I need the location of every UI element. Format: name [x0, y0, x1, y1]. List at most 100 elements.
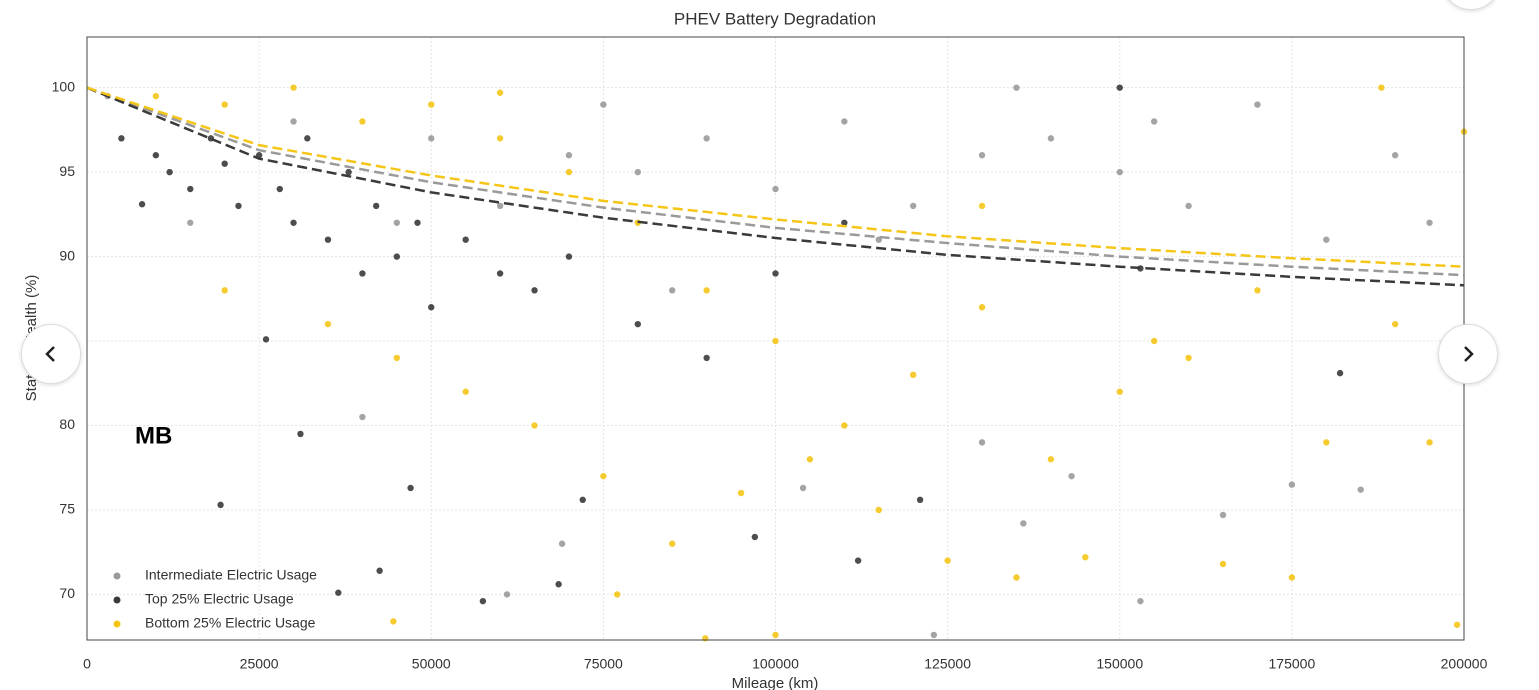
- trend-line: [86, 86, 1465, 268]
- point: [290, 219, 297, 226]
- point: [276, 185, 283, 193]
- point: [565, 253, 573, 260]
- trend-line: [86, 86, 1465, 277]
- point: [1047, 135, 1055, 142]
- x-axis-label: Mileage (km): [732, 675, 819, 690]
- y-tick-label: 100: [52, 78, 76, 94]
- point: [1288, 481, 1296, 488]
- point: [359, 118, 366, 125]
- point: [496, 270, 504, 277]
- x-tick-label: 100000: [752, 656, 799, 672]
- point: [634, 320, 641, 328]
- point: [737, 489, 745, 497]
- point: [393, 354, 401, 362]
- point: [841, 118, 848, 125]
- point: [669, 287, 676, 294]
- point: [359, 270, 366, 277]
- point: [297, 430, 304, 438]
- chevron-left: [45, 346, 55, 362]
- watermark: MB: [135, 422, 172, 449]
- point: [600, 472, 607, 480]
- point: [187, 185, 194, 193]
- point: [221, 287, 228, 294]
- point: [1288, 574, 1296, 581]
- point: [978, 152, 986, 159]
- point: [799, 484, 807, 492]
- point: [1219, 511, 1227, 519]
- x-tick-label: 125000: [924, 656, 971, 672]
- point: [910, 371, 917, 379]
- point: [1150, 337, 1158, 345]
- point: [978, 202, 986, 210]
- point: [916, 496, 924, 504]
- point: [414, 219, 421, 226]
- point: [290, 84, 297, 91]
- next-button[interactable]: [1438, 324, 1498, 384]
- point: [462, 388, 469, 395]
- point: [978, 304, 986, 311]
- point: [531, 422, 538, 429]
- x-tick-label: 50000: [412, 656, 451, 672]
- point: [703, 354, 710, 362]
- point: [703, 287, 710, 294]
- point: [324, 320, 332, 328]
- prev-button[interactable]: [21, 324, 81, 384]
- point: [372, 202, 380, 210]
- x-tick-label: 25000: [240, 656, 279, 672]
- y-tick-label: 80: [59, 416, 75, 432]
- x-tick-label: 175000: [1269, 656, 1316, 672]
- point: [944, 557, 951, 564]
- trend-line: [86, 86, 1465, 287]
- point: [304, 135, 311, 142]
- point: [1426, 439, 1433, 446]
- point: [1068, 472, 1075, 480]
- point: [217, 501, 224, 509]
- point: [345, 168, 352, 176]
- point: [324, 236, 332, 243]
- point: [1013, 574, 1020, 581]
- point: [854, 557, 862, 564]
- point: [1453, 621, 1461, 628]
- point: [600, 101, 607, 108]
- point: [669, 540, 676, 547]
- point: [978, 439, 986, 446]
- point: [1323, 236, 1330, 243]
- point: [221, 160, 228, 167]
- point: [235, 202, 242, 210]
- legend-label: Intermediate Electric Usage: [145, 567, 317, 583]
- point: [555, 581, 562, 588]
- point: [1047, 456, 1055, 463]
- point: [806, 456, 814, 463]
- point: [428, 101, 435, 108]
- point: [359, 413, 366, 421]
- point: [910, 202, 917, 210]
- point: [1020, 520, 1027, 527]
- point: [1391, 320, 1399, 328]
- point: [166, 168, 173, 176]
- point: [290, 118, 297, 125]
- point: [152, 152, 160, 159]
- x-tick-label: 200000: [1441, 656, 1488, 672]
- point: [187, 219, 194, 226]
- point: [479, 597, 487, 605]
- point: [1254, 287, 1261, 294]
- point: [1391, 152, 1399, 159]
- point: [1378, 84, 1385, 91]
- point: [613, 591, 621, 598]
- x-tick-label: 0: [83, 656, 91, 672]
- point: [772, 631, 779, 639]
- point: [1336, 369, 1344, 377]
- legend-label: Top 25% Electric Usage: [145, 591, 294, 607]
- point: [1185, 202, 1192, 210]
- point: [393, 219, 401, 226]
- point: [1357, 486, 1364, 493]
- point: [496, 202, 504, 210]
- point: [1150, 118, 1158, 125]
- point: [407, 484, 414, 492]
- point: [1082, 554, 1089, 561]
- point: [930, 631, 938, 639]
- point: [1323, 439, 1330, 446]
- point: [531, 287, 538, 294]
- point: [558, 540, 566, 547]
- point: [503, 591, 511, 598]
